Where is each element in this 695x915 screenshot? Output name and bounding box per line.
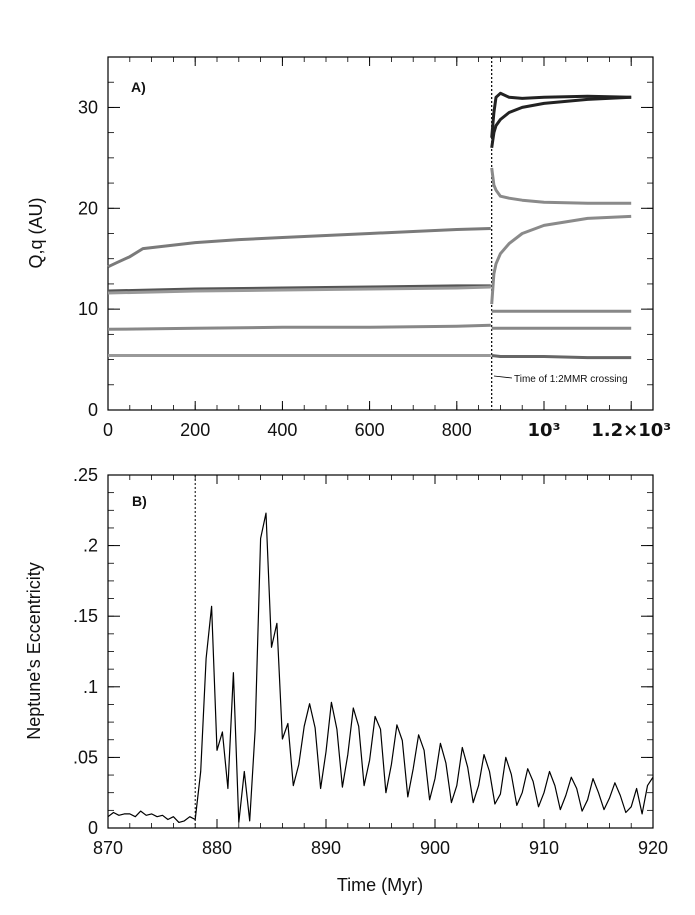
series-line-4 — [490, 95, 632, 149]
panel-b-label: B) — [132, 493, 147, 509]
y-tick-label: .15 — [73, 606, 98, 626]
x-tick-label: 800 — [442, 420, 472, 440]
panel-b-x-tick-labels: 870 880 890 900 910 920 — [93, 838, 668, 858]
panel-a-annotation-text: Time of 1:2MMR crossing — [514, 374, 628, 385]
x-tick-label: 880 — [202, 838, 232, 858]
panel-b: B) 870 880 890 900 910 920 0 .05 .1 .15 .2 .25 Nep… — [24, 465, 668, 895]
x-tick-label: 910 — [529, 838, 559, 858]
panel-a: A) 0 200 400 600 800 10³ 1.2×10³ 0 10 20 30 Q,q (… — [26, 56, 671, 441]
x-tick-label: 920 — [638, 838, 668, 858]
series-line-0 — [107, 227, 491, 269]
series-line-0 — [107, 512, 654, 824]
y-tick-label: 0 — [88, 818, 98, 838]
x-tick-label: 890 — [311, 838, 341, 858]
series-line-1 — [490, 167, 632, 205]
x-tick-label: 200 — [180, 420, 210, 440]
x-tick-label: 10³ — [528, 420, 561, 441]
series-line-6 — [107, 285, 491, 295]
series-line-3 — [490, 91, 632, 138]
annotation-arrow-icon — [493, 375, 513, 379]
y-tick-label: .25 — [73, 465, 98, 485]
x-tick-label: 870 — [93, 838, 123, 858]
y-tick-label: 0 — [88, 400, 98, 420]
panel-b-x-axis-title: Time (Myr) — [337, 875, 423, 895]
series-line-2 — [490, 214, 632, 305]
panel-a-ticks — [107, 56, 654, 411]
y-tick-label: .05 — [73, 747, 98, 767]
panel-b-y-axis-title: Neptune's Eccentricity — [24, 562, 44, 740]
y-tick-label: 30 — [78, 97, 98, 117]
panel-a-y-tick-labels: 0 10 20 30 — [78, 97, 98, 420]
panel-a-x-tick-labels: 0 200 400 600 800 10³ 1.2×10³ — [103, 420, 671, 441]
panel-a-label: A) — [131, 79, 146, 95]
y-tick-label: .2 — [83, 536, 98, 556]
x-tick-label: 600 — [355, 420, 385, 440]
panel-a-y-axis-title: Q,q (AU) — [26, 197, 46, 268]
y-tick-label: 10 — [78, 299, 98, 319]
panel-a-series — [107, 91, 632, 360]
x-tick-label: 0 — [103, 420, 113, 440]
panel-a-annotation: Time of 1:2MMR crossing — [493, 374, 628, 385]
x-tick-label: 400 — [267, 420, 297, 440]
y-tick-label: .1 — [83, 677, 98, 697]
panel-b-series — [107, 512, 654, 824]
series-line-7 — [107, 323, 491, 331]
series-line-5 — [107, 284, 491, 293]
y-tick-label: 20 — [78, 198, 98, 218]
panel-b-frame — [107, 474, 654, 829]
x-tick-label: 1.2×10³ — [591, 420, 671, 441]
series-line-11 — [491, 354, 632, 360]
panel-b-ticks — [107, 474, 654, 829]
panel-b-y-tick-labels: 0 .05 .1 .15 .2 .25 — [73, 465, 98, 838]
x-tick-label: 900 — [420, 838, 450, 858]
